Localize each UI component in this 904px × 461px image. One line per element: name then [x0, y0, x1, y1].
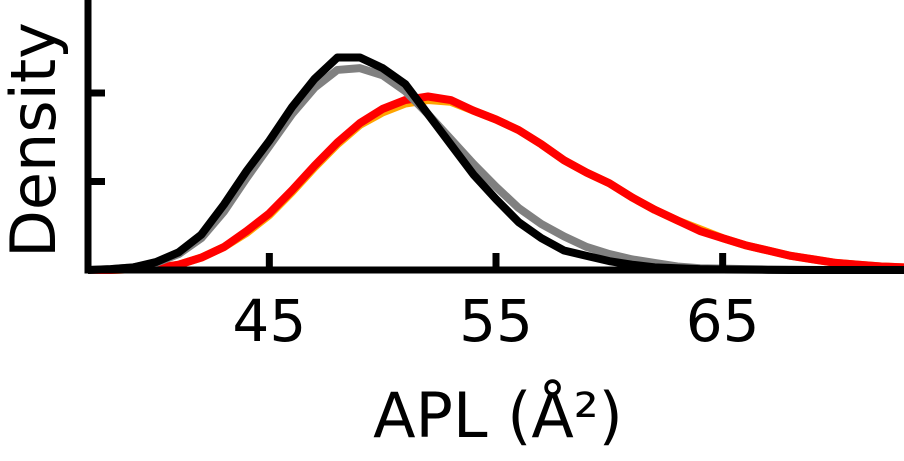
density-line: [87, 64, 904, 274]
x-tick-label: 55: [459, 287, 533, 355]
x-tick-label: 65: [686, 287, 760, 355]
density-line: [88, 92, 904, 274]
x-tick-label: 45: [232, 287, 306, 355]
x-axis-label: APL (Å²): [373, 379, 623, 452]
density-line: [87, 53, 904, 274]
y-axis-label: Density: [0, 22, 70, 258]
